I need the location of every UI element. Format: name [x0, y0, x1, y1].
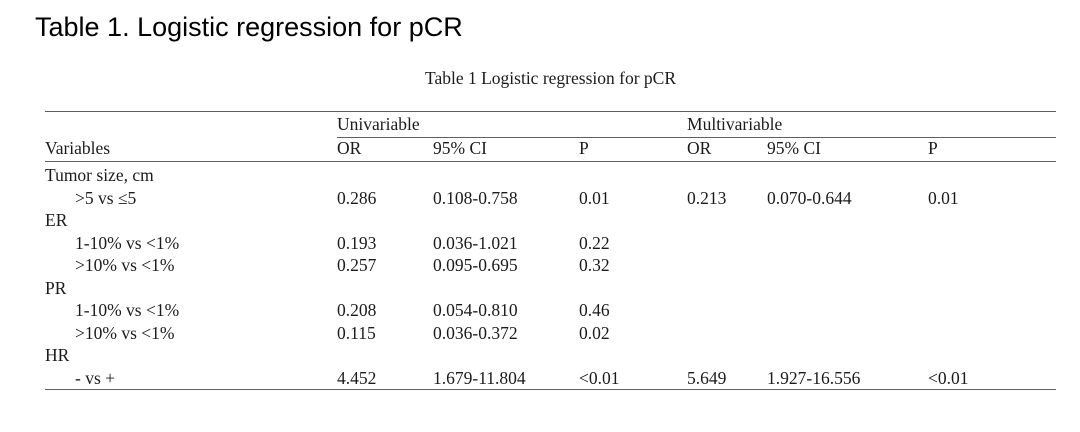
data-cell	[767, 321, 928, 344]
data-cell	[433, 162, 579, 186]
data-cell	[928, 209, 1056, 232]
data-cell: 0.01	[928, 187, 959, 208]
data-cell: <0.01	[579, 367, 620, 388]
data-cell: 5.649	[687, 367, 727, 388]
table-row-sub: 1-10% vs <1% 0.208 0.054-0.810 0.46	[45, 299, 1056, 322]
data-cell: 4.452	[337, 367, 377, 388]
row-label: >5 vs ≤5	[75, 187, 137, 208]
data-cell	[687, 209, 767, 232]
spanner-univariable: Univariable	[337, 112, 688, 138]
column-header-row: OR 95% CI P OR 95% CI P	[45, 138, 1057, 162]
row-label: ER	[45, 210, 68, 230]
row-label: >10% vs <1%	[75, 322, 175, 343]
table-row-sub: >5 vs ≤5 0.286 0.108-0.758 0.01 0.213 0.070-0…	[45, 186, 1056, 209]
row-label: HR	[45, 345, 70, 365]
data-cell: 0.095-0.695	[433, 255, 518, 275]
spanner-multivariable: Multivariable	[687, 112, 1057, 138]
data-cell: 0.02	[579, 322, 610, 343]
data-cell: 1.679-11.804	[433, 367, 526, 388]
data-cell: 0.208	[337, 300, 377, 320]
table-row-sub: 1-10% vs <1% 0.193 0.036-1.021 0.22	[45, 231, 1056, 254]
data-cell	[687, 321, 767, 344]
data-cell	[337, 209, 433, 232]
data-cell: 1.927-16.556	[767, 367, 861, 388]
table-row-group: Tumor size, cm	[45, 162, 1056, 186]
data-cell	[767, 299, 928, 322]
data-cell	[579, 162, 687, 186]
table-row-group: PR	[45, 276, 1056, 299]
column-header-or-multivariable: OR	[687, 138, 768, 162]
data-cell	[767, 231, 928, 254]
column-header-or-univariable: OR	[337, 138, 433, 162]
data-cell	[767, 344, 928, 367]
row-label: 1-10% vs <1%	[75, 300, 180, 320]
data-cell	[687, 276, 767, 299]
data-cell	[337, 344, 433, 367]
data-cell: <0.01	[928, 367, 969, 388]
data-cell	[579, 276, 687, 299]
data-cell	[579, 344, 687, 367]
row-label: PR	[45, 277, 67, 298]
data-cell	[433, 344, 579, 367]
data-cell	[433, 209, 579, 232]
data-cell: 0.036-0.372	[433, 322, 518, 343]
row-label: Tumor size, cm	[45, 165, 154, 185]
data-cell	[767, 209, 928, 232]
table-row-group: HR	[45, 344, 1056, 367]
data-cell: 0.115	[337, 322, 376, 343]
spanner-header-row: Variables Univariable Multivariable	[45, 112, 1057, 162]
table-body: Tumor size, cm >5 vs ≤5 0.286 0.108-0.758 0.…	[45, 162, 1056, 389]
data-cell	[767, 254, 928, 277]
data-cell	[928, 344, 1056, 367]
data-cell: 0.193	[337, 232, 377, 253]
data-cell	[687, 344, 767, 367]
data-cell	[767, 276, 928, 299]
data-cell	[928, 231, 1056, 254]
column-header-ci-multivariable: 95% CI	[767, 138, 929, 162]
column-header-p-univariable: P	[579, 138, 688, 162]
data-cell: 0.01	[579, 187, 610, 208]
page-title: Table 1. Logistic regression for pCR	[35, 12, 463, 42]
column-header-variables: Variables	[45, 112, 337, 162]
data-cell: 0.036-1.021	[433, 232, 518, 253]
data-cell	[433, 276, 579, 299]
table-row-sub: >10% vs <1% 0.257 0.095-0.695 0.32	[45, 254, 1056, 277]
data-cell: 0.22	[579, 232, 610, 253]
data-cell: 0.286	[337, 187, 377, 208]
data-cell: 0.46	[579, 300, 610, 320]
data-cell	[337, 276, 433, 299]
data-cell: 0.070-0.644	[767, 187, 852, 208]
data-cell: 0.32	[579, 255, 610, 275]
column-header-p-multivariable: P	[928, 138, 1057, 162]
table-row-sub: - vs + 4.452 1.679-11.804 <0.01 5.649 1.927-1…	[45, 366, 1056, 389]
data-cell: 0.108-0.758	[433, 187, 518, 208]
data-cell	[928, 162, 1056, 186]
data-cell	[928, 299, 1056, 322]
table-header: Variables Univariable Multivariable OR 9…	[45, 112, 1057, 162]
column-header-ci-univariable: 95% CI	[433, 138, 579, 162]
row-label: 1-10% vs <1%	[75, 232, 180, 253]
data-cell: 0.054-0.810	[433, 300, 518, 320]
data-cell	[928, 276, 1056, 299]
document-table-area: Table 1 Logistic regression for pCR Vari…	[45, 66, 1057, 390]
table-caption: Table 1 Logistic regression for pCR	[424, 68, 676, 88]
data-cell	[687, 254, 767, 277]
data-cell	[687, 299, 767, 322]
data-cell	[928, 254, 1056, 277]
data-cell	[337, 162, 433, 186]
table-row-group: ER	[45, 209, 1056, 232]
data-cell	[687, 231, 767, 254]
data-cell	[687, 162, 767, 186]
data-cell	[928, 321, 1056, 344]
row-label: >10% vs <1%	[75, 255, 175, 275]
table-row-sub: >10% vs <1% 0.115 0.036-0.372 0.02	[45, 321, 1056, 344]
data-cell	[767, 162, 928, 186]
data-cell: 0.257	[337, 255, 377, 275]
data-cell: 0.213	[687, 187, 727, 208]
logistic-regression-table: Variables Univariable Multivariable OR 9…	[45, 111, 1057, 390]
row-label: - vs +	[75, 367, 116, 388]
data-cell	[579, 209, 687, 232]
